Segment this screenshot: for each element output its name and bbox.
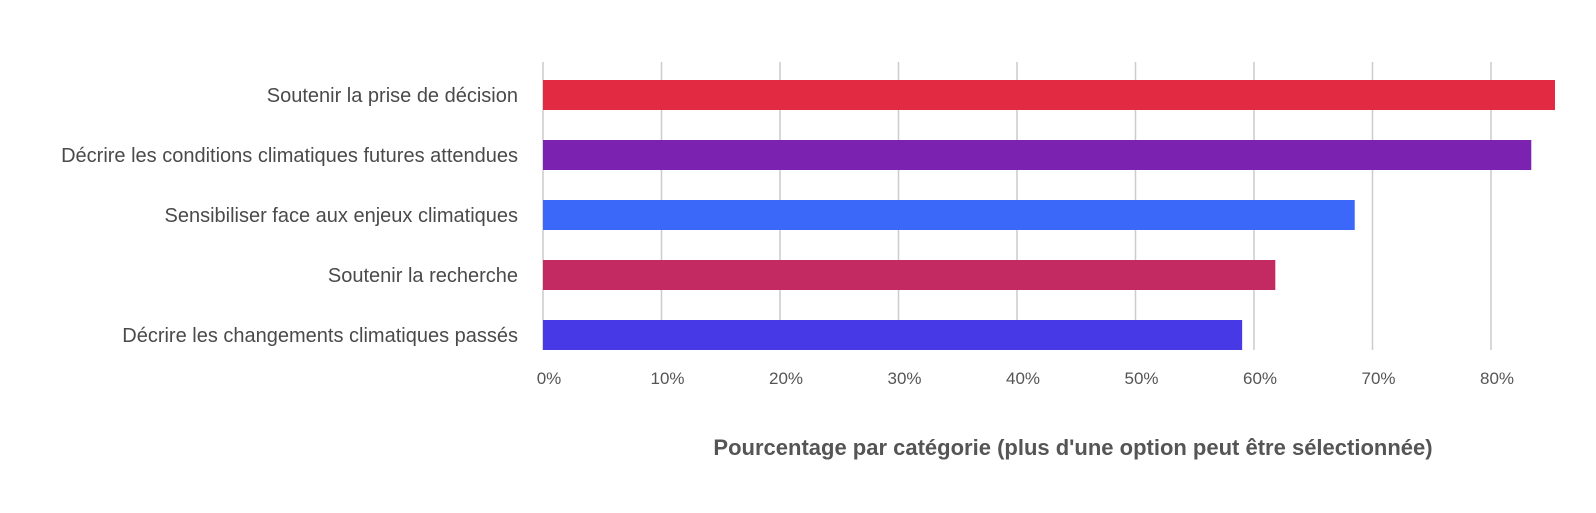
bar bbox=[543, 200, 1355, 230]
x-tick-label: 50% bbox=[1124, 369, 1158, 388]
x-tick-label: 10% bbox=[650, 369, 684, 388]
x-tick-label: 30% bbox=[887, 369, 921, 388]
x-tick-label: 0% bbox=[537, 369, 562, 388]
x-tick-label: 40% bbox=[1006, 369, 1040, 388]
x-axis-title: Pourcentage par catégorie (plus d'une op… bbox=[713, 435, 1432, 460]
category-label: Soutenir la recherche bbox=[328, 265, 518, 287]
x-tick-label: 70% bbox=[1361, 369, 1395, 388]
category-labels: Soutenir la prise de décision Décrire les… bbox=[61, 85, 518, 347]
bar bbox=[543, 320, 1243, 350]
bar bbox=[543, 140, 1532, 170]
x-tick-label: 80% bbox=[1480, 369, 1514, 388]
category-label: Décrire les conditions climatiques futur… bbox=[61, 145, 518, 167]
category-label: Soutenir la prise de décision bbox=[267, 85, 518, 107]
bar bbox=[543, 80, 1555, 110]
bars bbox=[543, 80, 1555, 350]
category-label: Sensibiliser face aux enjeux climatiques bbox=[164, 205, 518, 227]
bar bbox=[543, 260, 1276, 290]
x-tick-label: 60% bbox=[1243, 369, 1277, 388]
category-label: Décrire les changements climatiques pass… bbox=[122, 325, 518, 347]
x-tick-labels: 0% 10% 20% 30% 40% 50% 60% 70% 80% bbox=[537, 369, 1514, 388]
x-tick-label: 20% bbox=[769, 369, 803, 388]
